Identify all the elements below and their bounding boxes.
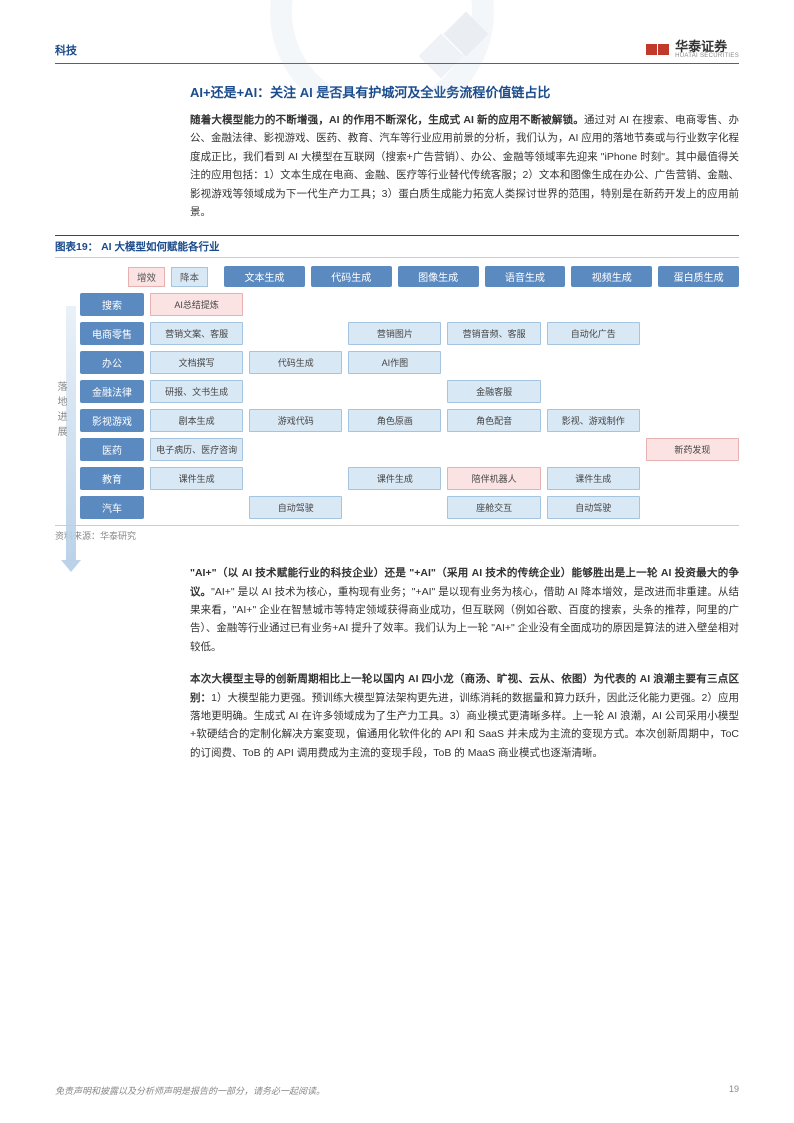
logo-cn: 华泰证券 <box>675 40 739 53</box>
col-head: 语音生成 <box>485 266 566 287</box>
row-label: 汽车 <box>80 496 144 519</box>
disclaimer: 免责声明和披露以及分析师声明是报告的一部分，请务必一起阅读。 <box>55 1084 325 1097</box>
chart-cell: 座舱交互 <box>447 496 540 519</box>
col-head: 图像生成 <box>398 266 479 287</box>
chart-cell: 自动化广告 <box>547 322 640 345</box>
paragraph-3: 本次大模型主导的创新周期相比上一轮以国内 AI 四小龙（商汤、旷视、云从、依图）… <box>190 670 739 762</box>
chart-cell: 剧本生成 <box>150 409 243 432</box>
row-cells: 自动驾驶座舱交互自动驾驶 <box>150 496 739 519</box>
row-cells: 课件生成课件生成陪伴机器人课件生成 <box>150 467 739 490</box>
chart-row: 办公文档撰写代码生成 AI作图 <box>80 351 739 374</box>
category-label: 科技 <box>55 42 77 58</box>
row-label: 电商零售 <box>80 322 144 345</box>
chart-cell: 金融客服 <box>447 380 540 403</box>
row-label: 影视游戏 <box>80 409 144 432</box>
chart-body: 搜索 AI总结提炼电商零售营销文案、客服 营销图片营销音频、客服自动化广告办公文档撰… <box>80 293 739 519</box>
chart-cell: 自动驾驶 <box>547 496 640 519</box>
chart-cell: 文档撰写 <box>150 351 243 374</box>
figure-source: 资料来源：华泰研究 <box>55 525 739 542</box>
para2-body: "AI+" 是以 AI 技术为核心，重构现有业务；"+AI" 是以现有业务为核心… <box>190 586 739 653</box>
row-cells: AI总结提炼 <box>150 293 739 316</box>
logo-icon <box>646 44 669 55</box>
row-cells: 电子病历、医疗咨询 新药发现 <box>150 438 739 461</box>
chart-cell: 研报、文书生成 <box>150 380 243 403</box>
report-page: 科技 华泰证券 HUATAI SECURITIES AI+还是+AI：关注 AI… <box>0 0 794 1123</box>
chart-cell: 角色配音 <box>447 409 540 432</box>
page-footer: 免责声明和披露以及分析师声明是报告的一部分，请务必一起阅读。 19 <box>55 1084 739 1097</box>
chart-cell: 新药发现 <box>646 438 739 461</box>
chart-cell: 影视、游戏制作 <box>547 409 640 432</box>
chart-row: 影视游戏剧本生成游戏代码角色原画角色配音影视、游戏制作 <box>80 409 739 432</box>
chart-row: 金融法律研报、文书生成 金融客服 <box>80 380 739 403</box>
chart-cell: 营销图片 <box>348 322 441 345</box>
chart-row: 医药电子病历、医疗咨询 新药发现 <box>80 438 739 461</box>
chart-header-row: 增效 降本 文本生成 代码生成 图像生成 语音生成 视频生成 蛋白质生成 <box>80 266 739 287</box>
col-head: 视频生成 <box>571 266 652 287</box>
para1-lead: 随着大模型能力的不断增强，AI 的作用不断深化，生成式 AI 新的应用不断被解锁… <box>190 114 584 126</box>
row-label: 医药 <box>80 438 144 461</box>
logo-en: HUATAI SECURITIES <box>675 53 739 59</box>
chart-cell: 课件生成 <box>547 467 640 490</box>
chart-cell: 代码生成 <box>249 351 342 374</box>
row-label: 金融法律 <box>80 380 144 403</box>
legend-grow: 增效 <box>128 267 165 287</box>
chart-row: 汽车自动驾驶座舱交互自动驾驶 <box>80 496 739 519</box>
col-head: 代码生成 <box>311 266 392 287</box>
paragraph-1: 随着大模型能力的不断增强，AI 的作用不断深化，生成式 AI 新的应用不断被解锁… <box>190 111 739 221</box>
chart-row: 电商零售营销文案、客服 营销图片营销音频、客服自动化广告 <box>80 322 739 345</box>
paragraph-2: "AI+"（以 AI 技术赋能行业的科技企业）还是 "+AI"（采用 AI 技术… <box>190 564 739 656</box>
para1-body: 通过对 AI 在搜索、电商零售、办公、金融法律、影视游戏、医药、教育、汽车等行业… <box>190 114 739 218</box>
para3-body: 1）大模型能力更强。预训练大模型算法架构更先进，训练消耗的数据量和算力跃升，因此… <box>190 692 739 759</box>
decorative-background <box>230 0 510 95</box>
row-cells: 营销文案、客服 营销图片营销音频、客服自动化广告 <box>150 322 739 345</box>
row-cells: 研报、文书生成 金融客服 <box>150 380 739 403</box>
page-number: 19 <box>729 1084 739 1097</box>
chart-cell: 游戏代码 <box>249 409 342 432</box>
side-axis-label: 落地进展 <box>53 381 68 441</box>
legend-cost: 降本 <box>171 267 208 287</box>
chart-row: 搜索 AI总结提炼 <box>80 293 739 316</box>
industry-chart: 落地进展 增效 降本 文本生成 代码生成 图像生成 语音生成 视频生成 蛋白质生… <box>55 266 739 519</box>
col-head: 文本生成 <box>224 266 305 287</box>
col-head: 蛋白质生成 <box>658 266 739 287</box>
chart-row: 教育课件生成课件生成陪伴机器人课件生成 <box>80 467 739 490</box>
chart-cell: 课件生成 <box>150 467 243 490</box>
brand-logo: 华泰证券 HUATAI SECURITIES <box>646 40 739 59</box>
chart-cell: 自动驾驶 <box>249 496 342 519</box>
figure-title: 图表19： AI 大模型如何赋能各行业 <box>55 235 739 258</box>
chart-cell: AI总结提炼 <box>150 293 243 316</box>
chart-cell: 课件生成 <box>348 467 441 490</box>
chart-cell: 营销音频、客服 <box>447 322 540 345</box>
chart-cell: 角色原画 <box>348 409 441 432</box>
row-cells: 剧本生成游戏代码角色原画角色配音影视、游戏制作 <box>150 409 739 432</box>
chart-cell: AI作图 <box>348 351 441 374</box>
row-label: 办公 <box>80 351 144 374</box>
chart-cell: 营销文案、客服 <box>150 322 243 345</box>
chart-cell: 陪伴机器人 <box>447 467 540 490</box>
chart-cell: 电子病历、医疗咨询 <box>150 438 243 461</box>
row-label: 教育 <box>80 467 144 490</box>
row-label: 搜索 <box>80 293 144 316</box>
row-cells: 文档撰写代码生成 AI作图 <box>150 351 739 374</box>
